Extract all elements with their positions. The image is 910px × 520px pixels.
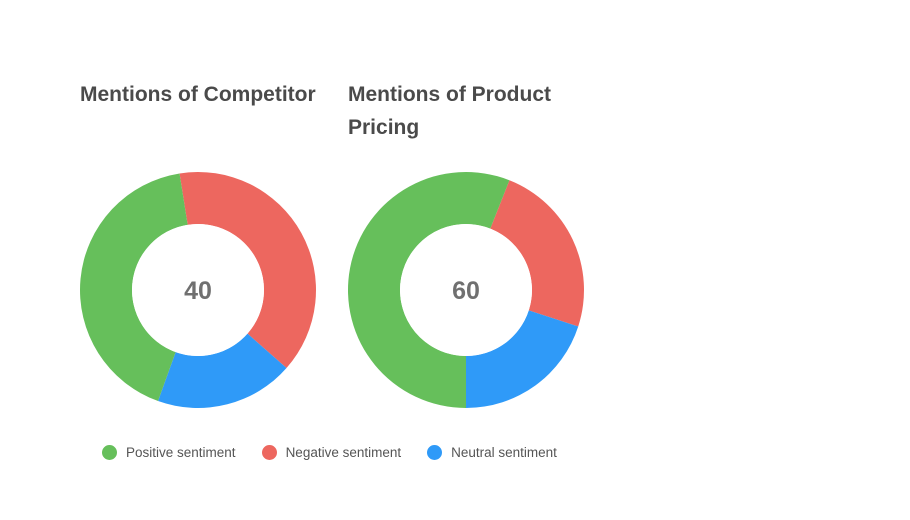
slice-negative-sentiment[interactable] [179,172,316,369]
center-value: 60 [452,277,480,305]
legend-swatch [261,444,277,460]
legend-label: Positive sentiment [126,444,236,460]
donut-chart: 40 [79,172,316,408]
legend-item-neutral[interactable]: Neutral sentiment [427,444,557,460]
legend-item-positive[interactable]: Positive sentiment [102,444,236,460]
donut-chart: 60 [348,172,584,408]
chart-title: Mentions of Competitor [80,83,316,106]
slice-neutral-sentiment[interactable] [158,333,287,408]
slice-neutral-sentiment[interactable] [466,310,579,408]
chart-competitor: Mentions of Competitor 40 [79,0,340,420]
legend-label: Negative sentiment [285,444,402,460]
legend: Positive sentiment Negative sentiment Ne… [102,440,583,464]
slice-group [348,172,584,408]
center-value: 40 [184,277,212,305]
chart-product-pricing: Mentions of Product Pricing 60 [348,0,608,420]
legend-swatch [427,444,443,460]
legend-label: Neutral sentiment [451,444,557,460]
slice-positive-sentiment[interactable] [79,173,188,402]
chart-title: Mentions of Product Pricing [348,83,551,139]
donut-hole [132,224,264,356]
donut-hole [400,224,532,356]
slice-positive-sentiment[interactable] [348,172,510,408]
legend-swatch [102,444,117,460]
slice-group [79,172,316,408]
slice-negative-sentiment[interactable] [490,180,584,327]
legend-item-negative[interactable]: Negative sentiment [261,444,402,460]
